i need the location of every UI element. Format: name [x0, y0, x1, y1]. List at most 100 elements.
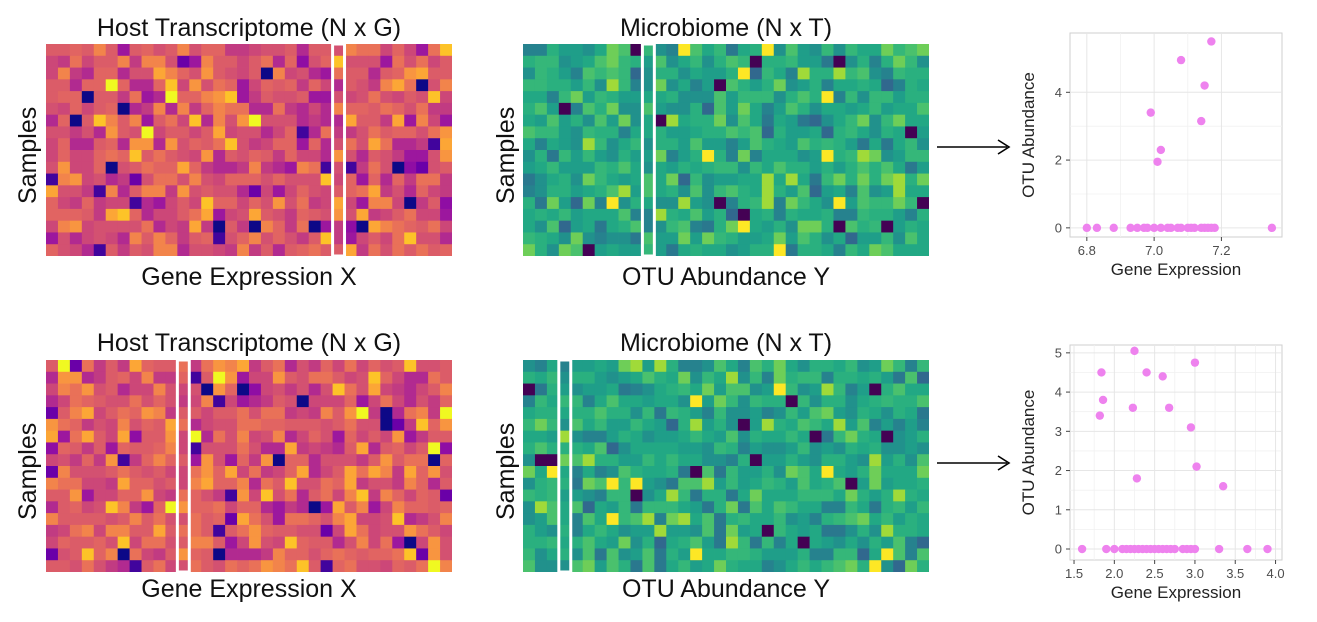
heatmap-cell [558, 197, 572, 210]
heatmap-cell [392, 91, 405, 104]
heatmap-cell [404, 524, 417, 538]
heatmap-cell [249, 360, 262, 373]
heatmap-cell [570, 173, 584, 186]
heatmap-cell [428, 67, 441, 80]
heatmap-cell [201, 173, 214, 186]
heatmap-cell [570, 44, 584, 57]
heatmap-cell [726, 430, 739, 443]
heatmap-cell [117, 126, 130, 139]
x-tick-label: 1.5 [1065, 566, 1083, 581]
heatmap-cell [237, 138, 250, 151]
heatmap-cell [905, 114, 918, 127]
heatmap-cell [189, 126, 202, 139]
heatmap-cell [344, 197, 357, 210]
heatmap-cell [690, 150, 703, 163]
heatmap-cell [869, 513, 882, 526]
heatmap-cell [797, 407, 810, 420]
heatmap-cell [141, 466, 154, 479]
heatmap-cell [833, 360, 846, 373]
heatmap-cell [249, 418, 262, 432]
heatmap-cell [773, 232, 787, 245]
heatmap-cell [249, 232, 262, 245]
heatmap-cell [117, 102, 130, 116]
heatmap-cell [797, 79, 810, 92]
heatmap-cell [165, 442, 178, 455]
heatmap-cell [749, 371, 763, 384]
heatmap-cell [773, 244, 787, 256]
heatmap-cell [189, 536, 202, 549]
heatmap-cell [570, 126, 584, 139]
heatmap-cell [630, 126, 643, 139]
heatmap-cell [201, 114, 214, 127]
heatmap-cell [344, 220, 357, 233]
heatmap-cell [630, 232, 643, 245]
heatmap-cell [380, 114, 393, 127]
heatmap-cell [618, 173, 631, 186]
heatmap-cell [642, 185, 655, 198]
heatmap-cell [57, 466, 71, 479]
heatmap-cell [821, 208, 834, 222]
heatmap-cell [797, 501, 810, 514]
data-point [1153, 157, 1162, 166]
heatmap-cell [654, 91, 667, 104]
heatmap-cell [201, 79, 214, 92]
data-point [1190, 544, 1200, 554]
heatmap-cell [344, 173, 357, 186]
heatmap-cell [368, 430, 381, 443]
heatmap-cell [606, 55, 619, 68]
heatmap-cell [356, 430, 369, 443]
heatmap-cell [618, 67, 631, 80]
heatmap-cell [773, 536, 787, 549]
heatmap-cell [809, 114, 822, 127]
heatmap-cell [117, 560, 130, 572]
heatmap-cell [523, 185, 536, 198]
heatmap-cell [260, 208, 274, 222]
heatmap-cell [368, 232, 381, 245]
heatmap-cell [260, 138, 274, 151]
heatmap-cell [105, 466, 119, 479]
heatmap-cell [129, 102, 142, 116]
heatmap-cell [821, 477, 834, 490]
heatmap-cell [392, 44, 405, 57]
heatmap-cell [69, 477, 83, 490]
heatmap-cell [606, 220, 619, 233]
heatmap-cell [594, 150, 607, 163]
heatmap-cell [416, 466, 429, 479]
heatmap-cell [416, 161, 429, 174]
heatmap-cell [284, 44, 298, 57]
heatmap-cell [618, 383, 631, 396]
data-point [1098, 395, 1108, 405]
heatmap-cell [296, 383, 310, 396]
heatmap-cell [833, 418, 846, 432]
heatmap-cell [594, 102, 607, 116]
heatmap-cell [201, 454, 214, 467]
heatmap-cell [558, 466, 572, 479]
heatmap-cell [153, 360, 166, 373]
data-point [1097, 368, 1106, 377]
heatmap-cell [773, 548, 787, 561]
heatmap-cell [594, 548, 607, 561]
heatmap-cell [618, 524, 631, 538]
heatmap-cell [737, 44, 751, 57]
heatmap-cell [272, 114, 286, 127]
heatmap-cell [404, 114, 417, 127]
heatmap-cell [272, 418, 286, 432]
heatmap-cell [618, 548, 631, 561]
heatmap-cell [546, 360, 560, 373]
heatmap-cell [93, 489, 107, 502]
heatmap-cell [773, 418, 787, 432]
heatmap-cell [93, 407, 107, 420]
heatmap-cell [654, 454, 667, 467]
heatmap-cell [833, 477, 846, 490]
heatmap-cell [523, 67, 536, 80]
heatmap-cell [344, 430, 357, 443]
arrow-icon [937, 139, 1011, 155]
heatmap-cell [368, 197, 381, 210]
heatmap-cell [702, 138, 715, 151]
heatmap-cell [737, 150, 751, 163]
heatmap-cell [534, 466, 548, 479]
heatmap-cell [761, 185, 775, 198]
heatmap-cell [642, 430, 655, 443]
heatmap-cell [260, 197, 274, 210]
row-top: Host Transcriptome (N x G) Samples Gene … [0, 0, 1317, 310]
